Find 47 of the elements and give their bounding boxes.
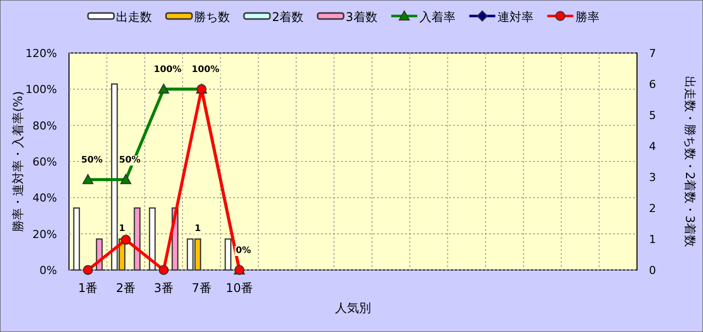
- point: [120, 174, 132, 184]
- y-tick-label: 80%: [32, 119, 57, 132]
- y2-tick-label: 6: [649, 78, 656, 91]
- data-label: 0%: [236, 246, 252, 256]
- y2-tick-label: 3: [649, 171, 656, 184]
- data-label: 100%: [154, 65, 182, 76]
- y-axis-title: 勝率・連対率・入着率(%): [11, 91, 25, 232]
- y2-tick-label: 4: [649, 140, 656, 153]
- y2-tick-label: 5: [649, 109, 656, 122]
- y-tick-label: 40%: [32, 192, 57, 205]
- data-label: 1: [194, 224, 201, 234]
- bar: [224, 238, 232, 271]
- point: [158, 265, 169, 275]
- y-tick-label: 100%: [26, 83, 57, 96]
- y-tick-label: 0%: [40, 264, 57, 277]
- x-tick-label: 3番: [154, 281, 174, 295]
- x-tick-label: 10番: [226, 281, 254, 295]
- y-tick-label: 120%: [26, 47, 57, 60]
- legend-label: 勝ち数: [194, 10, 230, 24]
- point: [158, 84, 170, 94]
- bar: [73, 207, 80, 271]
- point: [120, 234, 131, 245]
- y2-tick-label: 7: [649, 47, 656, 60]
- bar: [148, 207, 156, 271]
- y2-axis-title: 出走数・勝ち数・2着数・3着数: [683, 76, 697, 248]
- data-label: 100%: [192, 65, 220, 76]
- y2-tick-label: 0: [649, 264, 656, 277]
- point: [82, 265, 93, 275]
- legend-label: 勝率: [575, 10, 600, 24]
- point: [82, 174, 94, 184]
- x-tick-label: 2番: [116, 281, 136, 295]
- y2-tick-label: 2: [649, 202, 656, 215]
- legend-label: 入着率: [419, 10, 456, 24]
- legend-label: 出走数: [116, 10, 152, 24]
- legend-label: 3着数: [346, 10, 378, 24]
- y-tick-label: 20%: [32, 228, 57, 241]
- data-label: 1: [118, 224, 126, 234]
- y-tick-label: 60%: [32, 156, 57, 168]
- data-label: 50%: [81, 156, 103, 166]
- x-tick-label: 7番: [192, 281, 212, 295]
- x-tick-label: 1番: [78, 281, 98, 295]
- legend-label: 2着数: [272, 10, 304, 24]
- x-axis-title: 人気別: [335, 301, 371, 315]
- legend-label: 連対率: [497, 10, 534, 24]
- data-label: 50%: [119, 156, 141, 166]
- bar: [134, 207, 141, 271]
- y2-tick-label: 1: [649, 233, 656, 246]
